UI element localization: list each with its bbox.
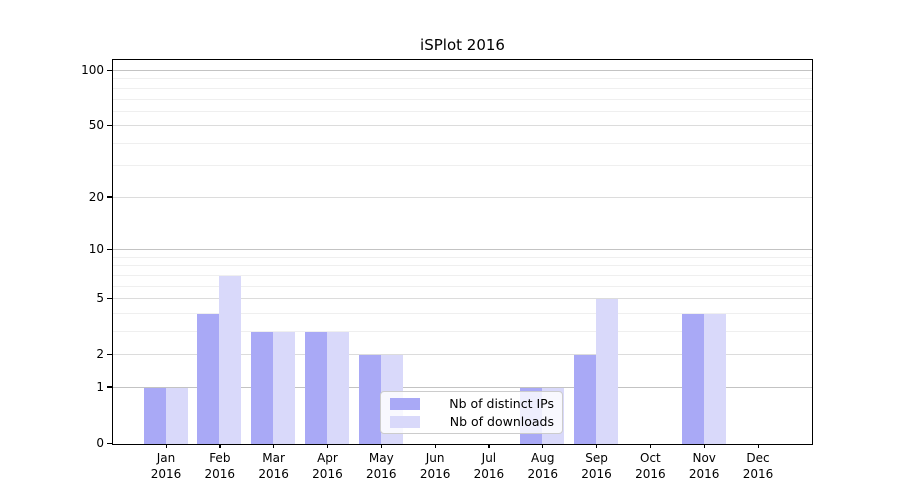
y-tick-label: 100	[81, 63, 104, 77]
y-tick-mark	[107, 353, 112, 355]
bar-ips-may	[358, 355, 381, 444]
x-tick-mark	[219, 444, 221, 448]
bar-downloads-apr	[326, 331, 349, 444]
grid-line	[113, 249, 812, 251]
y-tick-mark	[107, 69, 112, 71]
grid-line	[113, 110, 812, 112]
grid-line	[113, 70, 812, 71]
grid-line	[113, 142, 812, 144]
grid-line	[113, 125, 812, 127]
grid-line	[113, 354, 812, 356]
bar-ips-feb	[197, 313, 220, 444]
x-tick-label: Oct 2016	[635, 451, 666, 481]
bar-downloads-nov	[703, 313, 726, 444]
x-tick-label: Dec 2016	[742, 451, 774, 481]
y-tick-mark	[107, 297, 112, 299]
y-tick-mark	[107, 442, 112, 444]
grid-line	[113, 98, 812, 100]
x-tick-mark	[703, 444, 705, 448]
x-tick-label: Mar 2016	[258, 451, 289, 481]
x-tick-mark	[380, 444, 382, 448]
grid-line	[113, 274, 812, 276]
plot-area	[112, 59, 813, 445]
x-tick-mark	[273, 444, 275, 448]
x-tick-label: Jun 2016	[419, 451, 451, 481]
chart-title: iSPlot 2016	[420, 36, 505, 54]
y-tick-mark	[107, 248, 112, 250]
grid-line	[113, 196, 812, 198]
grid-line	[113, 165, 812, 167]
grid-line	[113, 265, 812, 267]
x-tick-label: Sep 2016	[581, 451, 612, 481]
y-tick-mark	[107, 386, 112, 388]
bar-ips-apr	[304, 331, 327, 444]
y-tick-mark	[107, 124, 112, 126]
x-tick-mark	[326, 444, 329, 448]
grid-line	[113, 87, 812, 89]
x-tick-label: Nov 2016	[688, 451, 720, 481]
y-tick-label: 0	[96, 436, 104, 450]
x-tick-label: Apr 2016	[312, 451, 343, 481]
y-tick-label: 50	[88, 118, 104, 133]
bar-ips-nov	[681, 313, 704, 444]
grid-line	[113, 298, 812, 300]
x-tick-label: May 2016	[365, 451, 397, 481]
bar-ips-jan	[143, 387, 166, 444]
bar-ips-mar	[251, 331, 274, 444]
y-tick-label: 2	[96, 347, 104, 362]
x-tick-mark	[596, 444, 598, 448]
bar-downloads-jan	[165, 387, 188, 444]
x-tick-mark	[488, 444, 490, 448]
bar-downloads-feb	[219, 275, 242, 444]
bar-ips-sep	[574, 355, 597, 444]
x-tick-mark	[165, 444, 167, 448]
y-tick-label: 20	[88, 189, 104, 204]
legend-item-distinct-ips: Nb of distinct IPs	[390, 396, 554, 411]
legend: Nb of distinct IPs Nb of downloads	[380, 391, 563, 434]
grid-line	[113, 312, 812, 314]
grid-line	[113, 285, 812, 287]
x-tick-mark	[542, 444, 544, 448]
x-tick-mark	[434, 444, 436, 448]
bar-downloads-sep	[596, 299, 619, 444]
y-tick-label: 1	[96, 379, 104, 394]
grid-line	[113, 386, 812, 388]
bar-downloads-mar	[273, 331, 296, 444]
x-tick-mark	[757, 444, 759, 448]
grid-line	[113, 78, 812, 80]
y-tick-label: 10	[88, 242, 104, 257]
y-tick-mark	[107, 196, 112, 198]
grid-line	[113, 256, 812, 258]
plot-inner	[113, 60, 812, 444]
x-tick-label: Jan 2016	[150, 451, 182, 481]
x-tick-label: Aug 2016	[527, 451, 558, 481]
y-tick-label: 5	[96, 291, 104, 306]
x-tick-mark	[649, 444, 652, 448]
legend-swatch-downloads	[390, 415, 420, 428]
grid-line	[113, 330, 812, 332]
legend-label-distinct-ips: Nb of distinct IPs	[449, 396, 554, 411]
legend-swatch-distinct-ips	[390, 397, 420, 410]
x-tick-label: Feb 2016	[204, 451, 236, 481]
x-tick-label: Jul 2016	[473, 451, 505, 481]
legend-label-downloads: Nb of downloads	[449, 414, 554, 429]
legend-item-downloads: Nb of downloads	[390, 414, 554, 429]
